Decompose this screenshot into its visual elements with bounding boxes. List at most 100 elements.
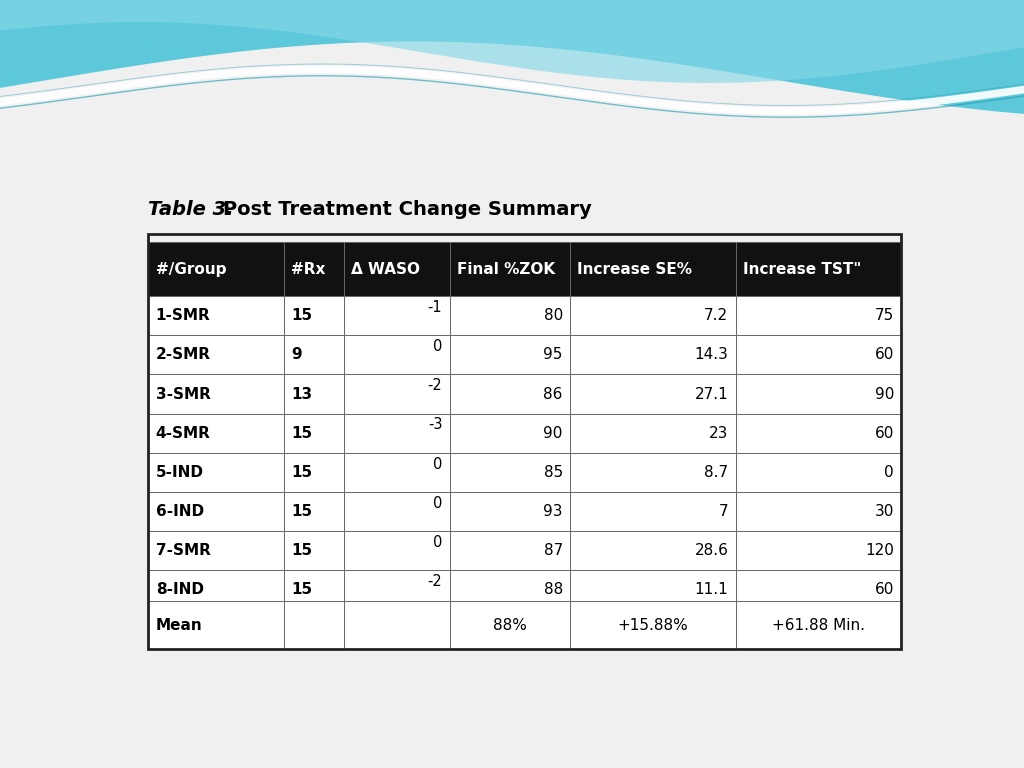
Text: +61.88 Min.: +61.88 Min. <box>772 617 865 633</box>
FancyBboxPatch shape <box>344 531 450 571</box>
Text: 13: 13 <box>291 386 312 402</box>
Text: 90: 90 <box>544 425 563 441</box>
FancyBboxPatch shape <box>450 601 570 649</box>
Text: 5-IND: 5-IND <box>156 465 204 480</box>
Text: -2: -2 <box>428 379 442 393</box>
FancyBboxPatch shape <box>148 414 284 453</box>
FancyBboxPatch shape <box>284 601 344 649</box>
FancyBboxPatch shape <box>148 531 284 571</box>
Text: 11.1: 11.1 <box>694 582 728 598</box>
Text: 0: 0 <box>433 457 442 472</box>
FancyBboxPatch shape <box>735 242 901 296</box>
Text: 0: 0 <box>433 496 442 511</box>
Text: 15: 15 <box>291 543 312 558</box>
FancyBboxPatch shape <box>344 571 450 610</box>
Text: Increase TST": Increase TST" <box>742 262 861 276</box>
Text: 95: 95 <box>544 347 563 362</box>
Text: Final %ZOK: Final %ZOK <box>457 262 555 276</box>
FancyBboxPatch shape <box>570 492 735 531</box>
FancyBboxPatch shape <box>450 492 570 531</box>
Text: Table 3.: Table 3. <box>148 200 234 219</box>
FancyBboxPatch shape <box>148 601 284 649</box>
FancyBboxPatch shape <box>735 453 901 492</box>
FancyBboxPatch shape <box>570 336 735 375</box>
Text: Mean: Mean <box>156 617 203 633</box>
FancyBboxPatch shape <box>344 492 450 531</box>
Text: 2-SMR: 2-SMR <box>156 347 211 362</box>
Text: 30: 30 <box>874 504 894 519</box>
FancyBboxPatch shape <box>450 336 570 375</box>
Text: 15: 15 <box>291 582 312 598</box>
FancyBboxPatch shape <box>570 531 735 571</box>
Text: 60: 60 <box>874 582 894 598</box>
Text: 85: 85 <box>544 465 563 480</box>
FancyBboxPatch shape <box>344 453 450 492</box>
FancyBboxPatch shape <box>284 336 344 375</box>
FancyBboxPatch shape <box>450 375 570 414</box>
FancyBboxPatch shape <box>570 414 735 453</box>
Text: Post Treatment Change Summary: Post Treatment Change Summary <box>223 200 592 219</box>
FancyBboxPatch shape <box>284 296 344 336</box>
Polygon shape <box>0 66 1024 114</box>
Text: -1: -1 <box>428 300 442 315</box>
Text: 0: 0 <box>433 535 442 550</box>
FancyBboxPatch shape <box>344 375 450 414</box>
Text: 14.3: 14.3 <box>694 347 728 362</box>
Text: +15.88%: +15.88% <box>617 617 688 633</box>
FancyBboxPatch shape <box>148 453 284 492</box>
FancyBboxPatch shape <box>148 336 284 375</box>
Text: Δ WASO: Δ WASO <box>351 262 420 276</box>
FancyBboxPatch shape <box>570 375 735 414</box>
Text: -3: -3 <box>428 418 442 432</box>
Text: #Rx: #Rx <box>291 262 326 276</box>
Text: 7.2: 7.2 <box>705 308 728 323</box>
Polygon shape <box>0 0 1024 83</box>
Text: Increase SE%: Increase SE% <box>578 262 692 276</box>
FancyBboxPatch shape <box>284 453 344 492</box>
FancyBboxPatch shape <box>148 375 284 414</box>
Text: 75: 75 <box>874 308 894 323</box>
FancyBboxPatch shape <box>284 375 344 414</box>
Text: 6-IND: 6-IND <box>156 504 204 519</box>
FancyBboxPatch shape <box>344 601 450 649</box>
FancyBboxPatch shape <box>735 492 901 531</box>
Text: 28.6: 28.6 <box>694 543 728 558</box>
FancyBboxPatch shape <box>148 242 284 296</box>
Text: 7: 7 <box>719 504 728 519</box>
Text: 60: 60 <box>874 347 894 362</box>
Text: #/Group: #/Group <box>156 262 226 276</box>
Text: 15: 15 <box>291 504 312 519</box>
Text: 4-SMR: 4-SMR <box>156 425 211 441</box>
Text: 88: 88 <box>544 582 563 598</box>
FancyBboxPatch shape <box>284 531 344 571</box>
Text: 0: 0 <box>433 339 442 354</box>
FancyBboxPatch shape <box>735 375 901 414</box>
FancyBboxPatch shape <box>450 531 570 571</box>
Text: 120: 120 <box>865 543 894 558</box>
FancyBboxPatch shape <box>148 571 284 610</box>
Text: 60: 60 <box>874 425 894 441</box>
Text: 15: 15 <box>291 465 312 480</box>
Text: 9: 9 <box>291 347 302 362</box>
Text: 87: 87 <box>544 543 563 558</box>
FancyBboxPatch shape <box>570 296 735 336</box>
FancyBboxPatch shape <box>450 414 570 453</box>
Text: 90: 90 <box>874 386 894 402</box>
FancyBboxPatch shape <box>735 336 901 375</box>
FancyBboxPatch shape <box>450 571 570 610</box>
Text: 0: 0 <box>885 465 894 480</box>
Text: 7-SMR: 7-SMR <box>156 543 211 558</box>
FancyBboxPatch shape <box>344 336 450 375</box>
Text: 8.7: 8.7 <box>705 465 728 480</box>
FancyBboxPatch shape <box>570 242 735 296</box>
Text: 80: 80 <box>544 308 563 323</box>
FancyBboxPatch shape <box>735 571 901 610</box>
FancyBboxPatch shape <box>284 492 344 531</box>
FancyBboxPatch shape <box>284 242 344 296</box>
FancyBboxPatch shape <box>284 414 344 453</box>
Text: 8-IND: 8-IND <box>156 582 204 598</box>
Text: -2: -2 <box>428 574 442 589</box>
Text: 88%: 88% <box>493 617 526 633</box>
FancyBboxPatch shape <box>735 531 901 571</box>
FancyBboxPatch shape <box>450 242 570 296</box>
